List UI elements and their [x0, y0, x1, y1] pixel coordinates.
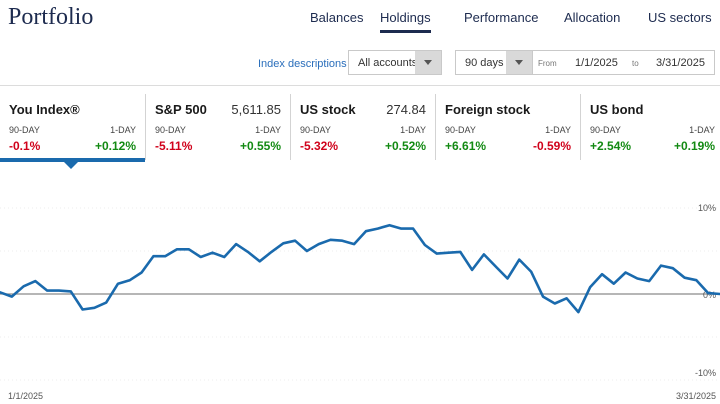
card-us-bond[interactable]: US bond 90-DAY 1-DAY +2.54% +0.19% [580, 94, 720, 160]
card-name: Foreign stock [445, 102, 531, 117]
series-line [0, 223, 720, 314]
tab-allocation[interactable]: Allocation [564, 10, 621, 25]
accounts-select-value: All accounts [358, 57, 418, 69]
card-1day-label: 1-DAY [400, 125, 426, 135]
active-card-pointer [64, 162, 78, 169]
card-name: US stock [300, 102, 356, 117]
card-value: 274.84 [386, 102, 426, 117]
card-90day-change: +2.54% [590, 139, 632, 153]
card-name: US bond [590, 102, 644, 117]
card-1day-label: 1-DAY [255, 125, 281, 135]
card-1day-change: -0.59% [532, 139, 571, 153]
x-tick-label: 3/31/2025 [676, 391, 716, 401]
card-90day-change: -5.11% [155, 139, 193, 153]
chevron-down-icon [415, 51, 441, 74]
index-cards: You Index® 90-DAY 1-DAY -0.1% +0.12% S&P… [0, 94, 720, 169]
filter-controls: Index descriptions All accounts 90 days … [0, 50, 720, 76]
date-range-field[interactable]: From 1/1/2025 to 3/31/2025 [532, 50, 715, 75]
tab-us-sectors[interactable]: US sectors [648, 10, 712, 25]
card-value: 5,611.85 [231, 102, 281, 117]
card-name: You Index® [9, 102, 80, 117]
tab-performance[interactable]: Performance [464, 10, 539, 25]
card-us-stock[interactable]: US stock 274.84 90-DAY 1-DAY -5.32% +0.5… [290, 94, 435, 160]
line-chart: 10% 0% -10% 1/1/2025 3/31/2025 [0, 203, 720, 401]
header: Portfolio Balances Holdings Performance … [0, 0, 720, 40]
from-label: From [538, 59, 557, 68]
accounts-select[interactable]: All accounts [348, 50, 442, 75]
card-90day-label: 90-DAY [445, 125, 476, 135]
card-90day-change: -5.32% [300, 139, 339, 153]
chevron-down-icon [506, 51, 532, 74]
tab-holdings[interactable]: Holdings [380, 10, 431, 33]
card-1day-change: +0.19% [673, 139, 715, 153]
card-1day-label: 1-DAY [545, 125, 571, 135]
to-label: to [632, 59, 639, 68]
y-tick-label: -10% [695, 368, 716, 378]
card-90day-label: 90-DAY [155, 125, 186, 135]
period-select[interactable]: 90 days [455, 50, 533, 75]
card-sp500[interactable]: S&P 500 5,611.85 90-DAY 1-DAY -5.11% +0.… [145, 94, 290, 160]
card-1day-change: +0.52% [384, 139, 426, 153]
from-date[interactable]: 1/1/2025 [575, 57, 618, 69]
card-1day-label: 1-DAY [110, 125, 136, 135]
card-name: S&P 500 [155, 102, 207, 117]
y-tick-label: 0% [703, 290, 716, 300]
header-divider [0, 85, 720, 86]
tab-balances[interactable]: Balances [310, 10, 364, 25]
index-descriptions-link[interactable]: Index descriptions [258, 58, 347, 70]
brand-title: Portfolio [8, 4, 94, 30]
card-1day-change: +0.55% [239, 139, 281, 153]
x-tick-label: 1/1/2025 [8, 391, 43, 401]
period-select-value: 90 days [465, 57, 504, 69]
main-nav: Balances Holdings Performance Allocation… [0, 0, 720, 34]
card-90day-label: 90-DAY [590, 125, 621, 135]
performance-chart: 10% 0% -10% 1/1/2025 3/31/2025 [0, 190, 720, 404]
to-date[interactable]: 3/31/2025 [656, 57, 705, 69]
card-90day-change: -0.1% [9, 139, 41, 153]
card-1day-label: 1-DAY [689, 125, 715, 135]
card-you-index[interactable]: You Index® 90-DAY 1-DAY -0.1% +0.12% [0, 94, 145, 169]
y-tick-label: 10% [698, 203, 716, 213]
card-90day-change: +6.61% [445, 139, 487, 153]
card-90day-label: 90-DAY [9, 125, 40, 135]
card-90day-label: 90-DAY [300, 125, 331, 135]
card-foreign-stock[interactable]: Foreign stock 90-DAY 1-DAY +6.61% -0.59% [435, 94, 580, 160]
card-1day-change: +0.12% [94, 139, 136, 153]
active-card-indicator [0, 158, 145, 162]
